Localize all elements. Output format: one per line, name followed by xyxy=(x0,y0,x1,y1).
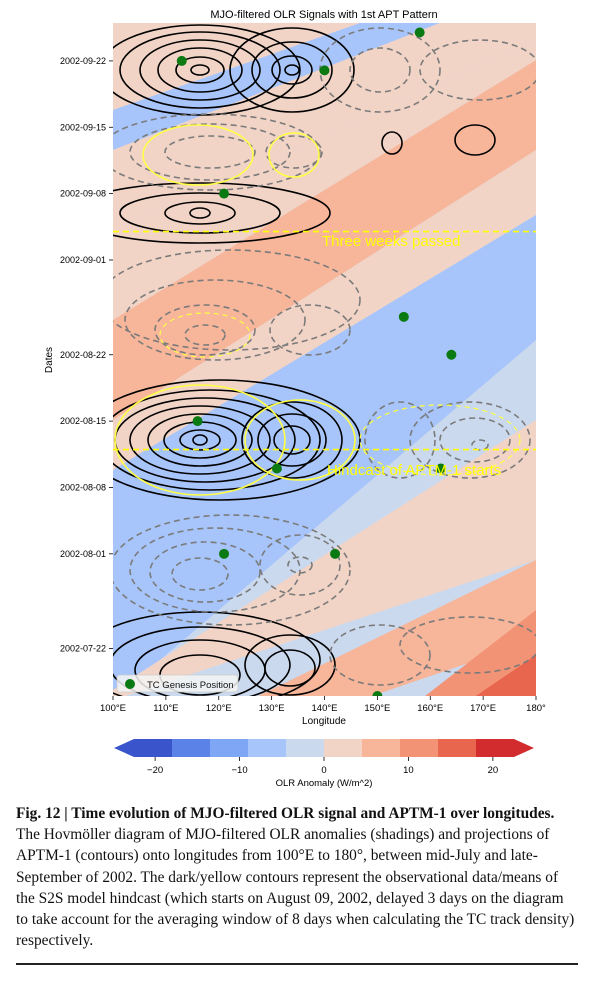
chart-title: MJO-filtered OLR Signals with 1st APT Pa… xyxy=(210,9,437,21)
tc-genesis-point xyxy=(435,463,446,474)
tc-genesis-point xyxy=(398,311,409,322)
colorbar-segment xyxy=(248,739,286,757)
olr-band-positive-strong xyxy=(258,560,536,696)
colorbar-label: OLR Anomaly (W/m^2) xyxy=(276,778,373,789)
caption-rule xyxy=(16,963,578,965)
olr-band-positive-strong xyxy=(113,60,536,420)
tc-genesis-point xyxy=(192,416,203,427)
y-tick-label: 2002-08-01 xyxy=(60,549,106,559)
legend-box xyxy=(116,674,239,693)
caption-text: The Hovmöller diagram of MJO-filtered OL… xyxy=(16,826,575,950)
tc-genesis-points xyxy=(176,27,457,696)
colorbar-tick-label: 20 xyxy=(488,765,499,776)
colorbar-segment xyxy=(324,739,362,757)
model-contours-negative xyxy=(159,312,521,476)
x-tick-label: 100°E xyxy=(100,703,126,714)
observation-contours xyxy=(113,24,496,696)
y-tick-label: 2002-09-08 xyxy=(60,189,106,199)
y-tick-label: 2002-09-22 xyxy=(60,56,106,66)
olr-band-positive-max xyxy=(475,655,536,696)
x-tick-label: 140°E xyxy=(312,703,338,714)
y-tick-label: 2002-07-22 xyxy=(60,644,106,654)
annotation-hindcast: Hindcast of APTM-1 starts xyxy=(327,462,501,479)
colorbar-segment xyxy=(210,739,248,757)
colorbar-segment xyxy=(134,739,172,757)
hovmoller-figure: MJO-filtered OLR Signals with 1st APT Pa… xyxy=(44,9,546,789)
y-tick-label: 2002-09-15 xyxy=(60,122,106,132)
model-contours xyxy=(114,124,356,496)
legend: TC Genesis Position xyxy=(116,674,239,693)
colorbar-extend-low xyxy=(114,739,134,757)
colorbar-tick-label: −10 xyxy=(231,765,247,776)
x-tick-label: 120°E xyxy=(206,703,232,714)
tc-genesis-point xyxy=(414,27,425,38)
colorbar-segment xyxy=(286,739,324,757)
colorbar-segment xyxy=(438,739,476,757)
colorbar-segment xyxy=(400,739,438,757)
annotation-lines xyxy=(113,230,536,451)
x-tick-label: 170°E xyxy=(470,703,496,714)
tc-genesis-point xyxy=(219,188,230,199)
colorbar-segment xyxy=(172,739,210,757)
y-tick-label: 2002-08-08 xyxy=(60,482,106,492)
colorbar-tick-label: 10 xyxy=(403,765,414,776)
colorbar-extend-high xyxy=(514,739,534,757)
observation-contours-negative xyxy=(113,27,536,686)
olr-band-negative xyxy=(113,215,536,696)
colorbar-ticks: −20 −10 0 10 20 xyxy=(147,757,498,776)
x-tick-label: 180° xyxy=(526,703,546,714)
tc-genesis-point xyxy=(319,65,330,76)
tc-genesis-point xyxy=(330,548,341,559)
x-tick-label: 130°E xyxy=(259,703,285,714)
y-axis-ticks: 2002-07-22 2002-08-01 2002-08-08 2002-08-15… xyxy=(60,56,113,654)
legend-marker xyxy=(125,679,135,689)
y-tick-label: 2002-08-15 xyxy=(60,416,106,426)
y-tick-label: 2002-09-01 xyxy=(60,255,106,265)
tc-genesis-point xyxy=(176,55,187,66)
caption-title: Fig. 12 | Time evolution of MJO-filtered… xyxy=(16,805,555,822)
tc-genesis-point xyxy=(271,463,282,474)
tc-genesis-point xyxy=(219,548,230,559)
x-tick-label: 150°E xyxy=(364,703,390,714)
tc-genesis-point xyxy=(446,349,457,360)
colorbar xyxy=(114,739,534,757)
y-tick-label: 2002-08-22 xyxy=(60,350,106,360)
colorbar-tick-label: 0 xyxy=(321,765,326,776)
colorbar-segment xyxy=(362,739,400,757)
annotation-three-weeks: Three weeks passed xyxy=(322,233,460,250)
tc-genesis-point xyxy=(372,691,383,696)
colorbar-segment xyxy=(476,739,514,757)
x-tick-label: 110°E xyxy=(153,703,178,714)
olr-band-positive xyxy=(113,23,536,230)
figure-caption: Fig. 12 | Time evolution of MJO-filtered… xyxy=(16,803,578,951)
x-axis-label: Longitude xyxy=(302,716,346,727)
legend-label: TC Genesis Position xyxy=(147,680,234,691)
plot-area xyxy=(113,23,536,696)
x-tick-label: 160°E xyxy=(417,703,443,714)
colorbar-tick-label: −20 xyxy=(147,765,163,776)
x-axis-ticks: 100°E 110°E 120°E 130°E 140°E 150°E 160°E 170°E… xyxy=(100,696,546,714)
y-axis-label: Dates xyxy=(44,347,55,373)
